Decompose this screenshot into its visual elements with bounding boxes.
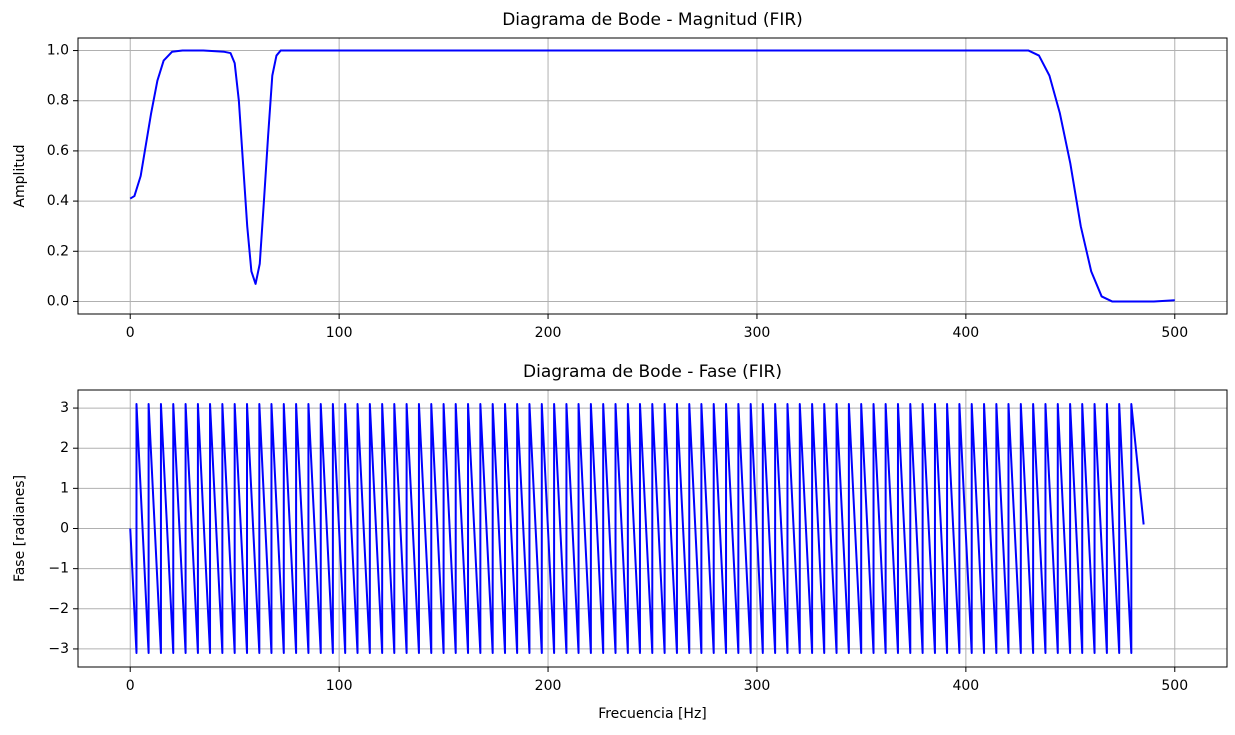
- x-tick-label: 300: [744, 325, 771, 341]
- x-tick-label: 100: [326, 678, 353, 694]
- y-axis-label: Fase [radianes]: [12, 475, 28, 582]
- x-tick-label: 500: [1161, 325, 1188, 341]
- x-tick-label: 400: [952, 678, 979, 694]
- y-tick-label: 0: [60, 521, 69, 537]
- chart-title: Diagrama de Bode - Fase (FIR): [523, 362, 782, 382]
- x-tick-label: 300: [744, 678, 771, 694]
- y-tick-label: 0.0: [47, 293, 69, 309]
- y-tick-label: 3: [60, 400, 69, 416]
- y-tick-label: 2: [60, 440, 69, 456]
- y-axis-label: Amplitud: [12, 144, 28, 207]
- axes-frame: [77, 389, 1228, 668]
- y-tick-label: 0.2: [47, 243, 69, 259]
- x-tick-label: 100: [326, 325, 353, 341]
- y-tick-label: 1: [60, 480, 69, 496]
- x-tick-label: 500: [1161, 678, 1188, 694]
- y-tick-label: −2: [48, 601, 69, 617]
- y-tick-label: −1: [48, 561, 69, 577]
- x-tick-label: 200: [535, 325, 562, 341]
- data-line: [129, 49, 1175, 303]
- y-tick-label: 0.4: [47, 193, 69, 209]
- axes-frame: [77, 37, 1228, 315]
- x-tick-label: 200: [535, 678, 562, 694]
- y-tick-label: 0.8: [47, 93, 69, 109]
- chart-title: Diagrama de Bode - Magnitud (FIR): [502, 10, 803, 30]
- x-tick-label: 0: [126, 678, 135, 694]
- y-tick-label: 0.6: [47, 143, 69, 159]
- x-tick-label: 400: [952, 325, 979, 341]
- y-tick-label: 1.0: [47, 43, 69, 59]
- data-line: [129, 403, 1145, 654]
- y-tick-label: −3: [48, 641, 69, 657]
- x-axis-label: Frecuencia [Hz]: [598, 706, 707, 722]
- x-tick-label: 0: [126, 325, 135, 341]
